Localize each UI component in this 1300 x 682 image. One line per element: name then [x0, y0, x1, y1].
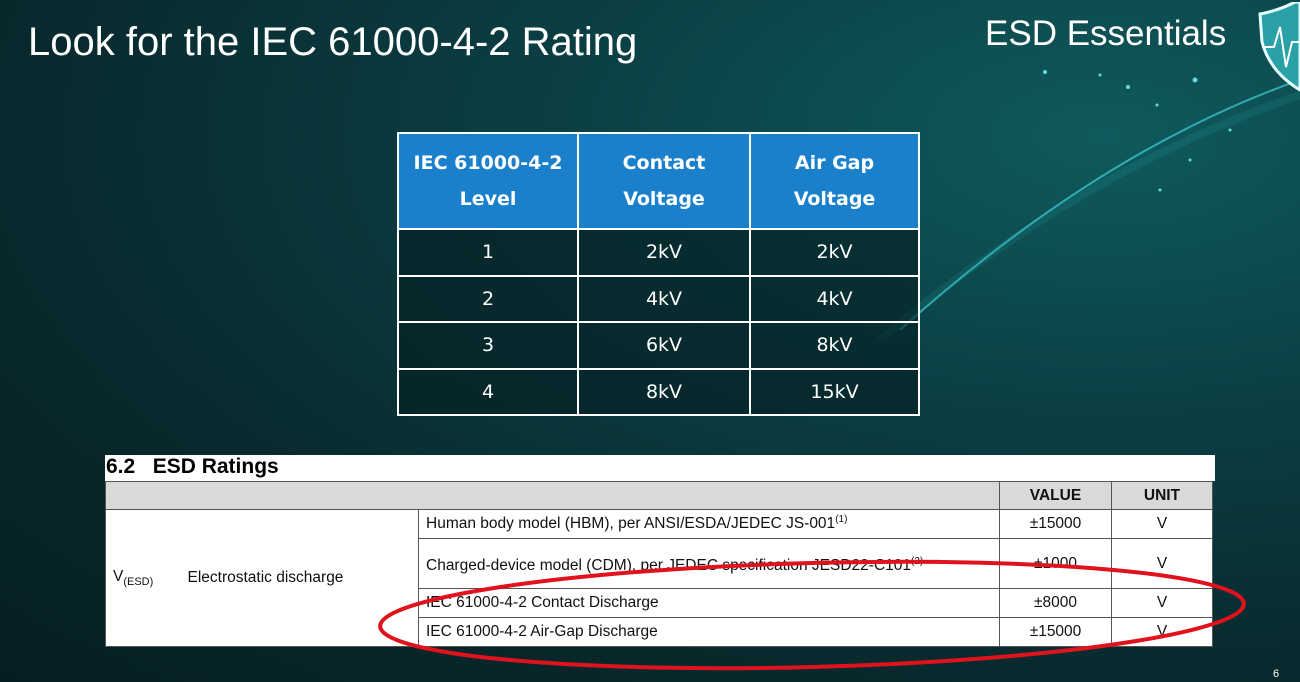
- cell: 4kV: [577, 274, 751, 323]
- header-text: Voltage: [793, 188, 876, 210]
- condition: Human body model (HBM), per ANSI/ESDA/JE…: [426, 515, 836, 533]
- cell: 2kV: [577, 228, 751, 277]
- cell: 3: [397, 321, 579, 370]
- unit-cell: V: [1111, 588, 1213, 618]
- symbol-cell: V(ESD): [105, 509, 181, 647]
- table-header-row: VALUE UNIT: [105, 481, 1213, 510]
- table-row: 1 2kV 2kV: [397, 228, 920, 277]
- esd-ratings-title: 6.2 ESD Ratings: [105, 455, 1215, 481]
- footnote: (2): [911, 555, 924, 567]
- unit-cell: V: [1111, 617, 1213, 647]
- header-text: Level: [459, 188, 517, 210]
- cell: 6kV: [577, 321, 751, 370]
- table-header-row: IEC 61000-4-2 Level Contact Voltage Air Ga…: [397, 132, 920, 230]
- value-cell: ±15000: [999, 617, 1112, 647]
- cell: 8kV: [749, 321, 920, 370]
- header-unit: UNIT: [1111, 481, 1213, 510]
- shield-heartbeat-logo-icon: [1258, 2, 1300, 92]
- cell: 4: [397, 367, 579, 416]
- footnote: (1): [835, 514, 848, 526]
- header-level: IEC 61000-4-2 Level: [397, 132, 579, 230]
- header-text: IEC 61000-4-2: [413, 152, 563, 174]
- cell: 15kV: [749, 367, 920, 416]
- unit-cell: V: [1111, 509, 1213, 539]
- header-text: Air Gap: [794, 152, 875, 174]
- symbol: V: [113, 567, 124, 585]
- cell: 8kV: [577, 367, 751, 416]
- parameter-cell: Electrostatic discharge: [180, 509, 419, 647]
- condition-cell: IEC 61000-4-2 Air-Gap Discharge: [418, 617, 1000, 647]
- cell: 4kV: [749, 274, 920, 323]
- condition: Charged-device model (CDM), per JEDEC sp…: [426, 557, 911, 575]
- cell: 1: [397, 228, 579, 277]
- slide-number: 6: [1273, 668, 1280, 680]
- value-cell: ±1000: [999, 538, 1112, 589]
- condition-cell: IEC 61000-4-2 Contact Discharge: [418, 588, 1000, 618]
- table-row: V(ESD) Electrostatic discharge Human bod…: [105, 509, 1213, 647]
- cell: 2: [397, 274, 579, 323]
- header-blank: [105, 481, 1000, 510]
- header-value: VALUE: [999, 481, 1112, 510]
- value-cell: ±15000: [999, 509, 1112, 539]
- table-row: 2 4kV 4kV: [397, 274, 920, 323]
- condition-cell: Charged-device model (CDM), per JEDEC sp…: [418, 538, 1000, 589]
- header-text: Contact: [622, 152, 706, 174]
- header-contact: Contact Voltage: [577, 132, 751, 230]
- slide-title: Look for the IEC 61000-4-2 Rating: [28, 20, 638, 64]
- table-row: 4 8kV 15kV: [397, 367, 920, 416]
- symbol-subscript: (ESD): [123, 576, 154, 589]
- table-row: 3 6kV 8kV: [397, 321, 920, 370]
- value-cell: ±8000: [999, 588, 1112, 618]
- cell: 2kV: [749, 228, 920, 277]
- unit-cell: V: [1111, 538, 1213, 589]
- header-text: Voltage: [623, 188, 705, 210]
- iec-levels-table: IEC 61000-4-2 Level Contact Voltage Air Ga…: [397, 132, 920, 416]
- esd-ratings-table: VALUE UNIT V(ESD) Electrostatic discharg…: [105, 481, 1213, 647]
- condition-cell: Human body model (HBM), per ANSI/ESDA/JE…: [418, 509, 1000, 539]
- header-air-gap: Air Gap Voltage: [749, 132, 920, 230]
- brand-name: ESD Essentials: [985, 14, 1227, 53]
